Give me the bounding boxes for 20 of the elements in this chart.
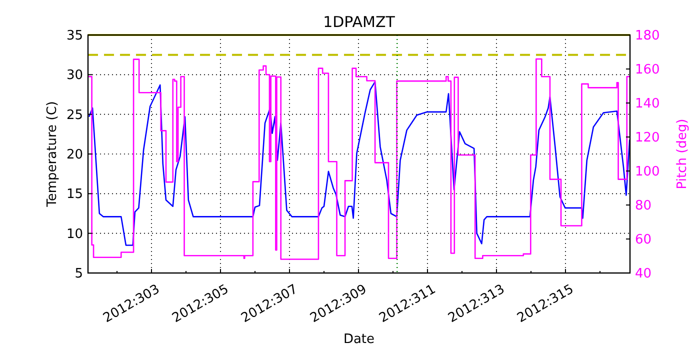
- y2-tick-label: 40: [635, 266, 652, 282]
- y2-tick-label: 160: [635, 62, 660, 78]
- y2-tick-label: 180: [635, 28, 660, 44]
- x-axis-title: Date: [343, 332, 375, 347]
- y2-tick-label: 120: [635, 130, 660, 146]
- line-series: [88, 81, 630, 246]
- y-tick-label: 35: [66, 28, 83, 44]
- y-tick-label: 10: [66, 226, 83, 242]
- y-tick-label: 15: [66, 187, 83, 202]
- y2-tick-label: 100: [635, 164, 660, 180]
- y2-tick-label: 60: [635, 232, 652, 248]
- y-tick-label: 5: [74, 266, 83, 282]
- y-axis-title: Temperature (C): [45, 101, 60, 208]
- y-tick-label: 30: [66, 68, 83, 84]
- y-tick-label: 20: [66, 148, 83, 163]
- y2-tick-label: 140: [635, 96, 660, 112]
- chart-title: 1DPAMZT: [323, 13, 396, 31]
- y2-axis-title: Pitch (deg): [675, 118, 690, 190]
- y-tick-label: 25: [66, 108, 83, 123]
- y2-tick-label: 80: [635, 198, 652, 214]
